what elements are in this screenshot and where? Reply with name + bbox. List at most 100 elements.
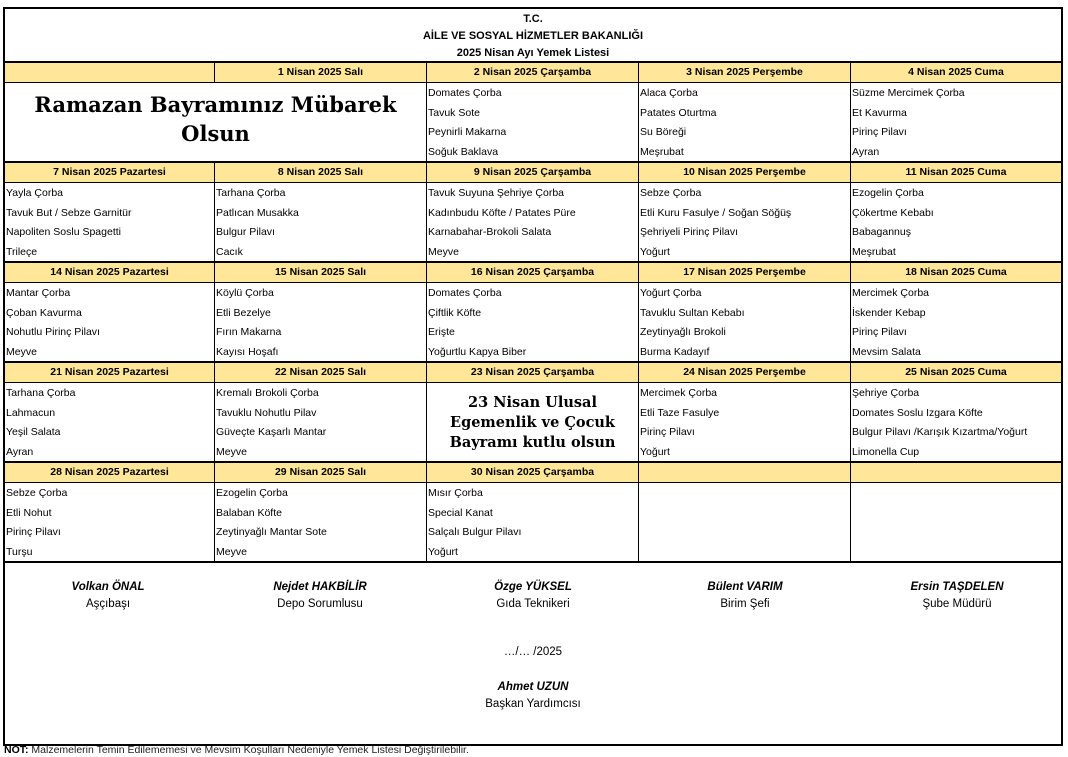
menu-sheet: T.C. AİLE VE SOSYAL HİZMETLER BAKANLIĞI … <box>3 7 1063 746</box>
day-menu: Tavuk Suyuna Şehriye Çorba Kadınbudu Köft… <box>427 183 639 262</box>
menu-item: Bulgur Pilavı <box>216 226 275 238</box>
menu-item: Balaban Köfte <box>216 506 282 519</box>
menu-item: Çiftlik Köfte <box>428 306 482 319</box>
menu-item: Domates Çorba <box>428 287 502 299</box>
menu-item: Tavuk Suyuna Şehriye Çorba <box>428 187 564 199</box>
header-line-3: 2025 Nisan Ayı Yemek Listesi <box>456 47 610 59</box>
day-header: 4 Nisan 2025 Cuma <box>908 66 1004 78</box>
menu-item: Turşu <box>6 545 33 558</box>
signatory-title: Şube Müdürü <box>922 598 992 610</box>
menu-item: Zeytinyağlı Mantar Sote <box>216 526 327 538</box>
menu-item: Napoliten Soslu Spagetti <box>6 226 121 238</box>
menu-item: Etli Taze Fasulye <box>640 406 720 419</box>
day-menu: Yoğurt Çorba Tavuklu Sultan Kebabı Zeytiny… <box>639 283 851 362</box>
menu-item: Mevsim Salata <box>852 345 921 358</box>
menu-item: Mercimek Çorba <box>640 387 718 399</box>
day-menu <box>851 483 1061 562</box>
menu-item: Alaca Çorba <box>640 87 698 99</box>
holiday-message: Ramazan Bayramınız Mübarek Olsun <box>5 83 427 162</box>
menu-item: Limonella Cup <box>852 445 920 458</box>
menu-item: Şehriye Çorba <box>852 387 920 399</box>
menu-item: Ezogelin Çorba <box>216 487 288 499</box>
day-header: 28 Nisan 2025 Pazartesi <box>5 463 215 482</box>
day-menu: Ezogelin Çorba Balaban Köfte Zeytinyağlı M… <box>215 483 427 562</box>
day-header: 10 Nisan 2025 Perşembe <box>639 163 851 182</box>
menu-item: Pirinç Pilavı <box>6 526 61 538</box>
day-header: 23 Nisan 2025 Çarşamba <box>427 363 639 382</box>
day-header: 14 Nisan 2025 Pazartesi <box>5 263 215 282</box>
menu-row: Sebze Çorba Etli Nohut Pirinç Pilavı Turşu E… <box>5 483 1061 562</box>
day-menu <box>639 483 851 562</box>
menu-item: Tavuk But / Sebze Garnitür <box>6 206 132 219</box>
menu-item: Pirinç Pilavı <box>640 426 695 438</box>
menu-item: Tavuklu Sultan Kebabı <box>640 306 745 319</box>
holiday-message: 23 Nisan Ulusal Egemenlik ve Çocuk Bayra… <box>427 383 639 462</box>
day-menu: Ezogelin Çorba Çökertme Kebabı Babagannuş M… <box>851 183 1061 262</box>
menu-item: Mantar Çorba <box>6 287 71 299</box>
menu-item: Ezogelin Çorba <box>852 187 924 199</box>
day-header: 24 Nisan 2025 Perşembe <box>639 363 851 382</box>
approver-title: Başkan Yardımcısı <box>485 698 581 710</box>
menu-row: Ramazan Bayramınız Mübarek Olsun Domates … <box>5 83 1061 162</box>
day-header: 22 Nisan 2025 Salı <box>215 363 427 382</box>
day-header: 16 Nisan 2025 Çarşamba <box>427 263 639 282</box>
menu-item: İskender Kebap <box>852 306 926 319</box>
day-header: 11 Nisan 2025 Cuma <box>905 166 1007 178</box>
menu-item: Köylü Çorba <box>216 287 274 299</box>
approver-name: Ahmet UZUN <box>497 681 569 693</box>
menu-item: Tarhana Çorba <box>6 387 76 399</box>
signatory-title: Depo Sorumlusu <box>277 598 363 610</box>
approver: Ahmet UZUN Başkan Yardımcısı <box>5 679 1061 713</box>
day-header <box>639 463 851 482</box>
day-header: 2 Nisan 2025 Çarşamba <box>427 63 639 82</box>
menu-item: Meşrubat <box>852 245 896 258</box>
day-header: 25 Nisan 2025 Cuma <box>905 366 1007 378</box>
signatory-title: Aşçıbaşı <box>85 598 131 610</box>
signatory-title: Birim Şefi <box>720 598 770 610</box>
menu-item: Yoğurt <box>640 245 670 258</box>
day-header-row: 21 Nisan 2025 Pazartesi 22 Nisan 2025 Sal… <box>5 363 1061 383</box>
menu-item: Kayısı Hoşafı <box>216 345 279 358</box>
day-header: 3 Nisan 2025 Perşembe <box>639 63 851 82</box>
menu-calendar: 1 Nisan 2025 Salı 2 Nisan 2025 Çarşamba 3 … <box>5 63 1061 563</box>
menu-item: Meyve <box>216 545 247 558</box>
menu-item: Domates Soslu Izgara Köfte <box>852 406 983 419</box>
day-header: 17 Nisan 2025 Perşembe <box>639 263 851 282</box>
day-menu: Mercimek Çorba İskender Kebap Pirinç Pilav… <box>851 283 1061 362</box>
menu-item: Meyve <box>428 245 459 258</box>
date-line: …/… /2025 <box>503 646 563 658</box>
day-menu: Tarhana Çorba Lahmacun Yeşil Salata Ayran <box>5 383 215 462</box>
menu-row: Yayla Çorba Tavuk But / Sebze Garnitür Nap… <box>5 183 1061 262</box>
signature: Volkan ÖNAL Aşçıbaşı <box>2 579 214 613</box>
menu-item: Nohutlu Pirinç Pilavı <box>6 326 100 338</box>
menu-item: Meyve <box>6 345 37 358</box>
signatory-name: Bülent VARIM <box>707 581 783 593</box>
menu-item: Yoğurt <box>428 545 458 558</box>
week-row: 7 Nisan 2025 Pazartesi 8 Nisan 2025 Salı 9… <box>5 163 1061 263</box>
footer-note: NOT: Malzemelerin Temin Edilememesi ve M… <box>4 744 469 756</box>
day-menu: Domates Çorba Çiftlik Köfte Erişte Yoğurtlu… <box>427 283 639 362</box>
signature-block: …/… /2025 Ahmet UZUN Başkan Yardımcısı V… <box>5 563 1061 748</box>
menu-item: Yoğurt <box>640 445 670 458</box>
menu-item: Bulgur Pilavı /Karışık Kızartma/Yoğurt <box>852 426 1028 438</box>
signatory-title: Gıda Teknikeri <box>496 598 570 610</box>
signature: Özge YÜKSEL Gıda Teknikeri <box>427 579 639 613</box>
menu-item: Sebze Çorba <box>640 187 702 199</box>
week-row: 1 Nisan 2025 Salı 2 Nisan 2025 Çarşamba 3 … <box>5 63 1061 163</box>
day-header: 30 Nisan 2025 Çarşamba <box>427 463 639 482</box>
menu-item: Şehriyeli Pirinç Pilavı <box>640 226 739 238</box>
menu-item: Zeytinyağlı Brokoli <box>640 326 726 338</box>
note-text: Malzemelerin Temin Edilememesi ve Mevsim… <box>28 744 469 756</box>
menu-item: Meyve <box>216 445 247 458</box>
day-header-row: 28 Nisan 2025 Pazartesi 29 Nisan 2025 Sal… <box>5 463 1061 483</box>
day-header-row: 1 Nisan 2025 Salı 2 Nisan 2025 Çarşamba 3 … <box>5 63 1061 83</box>
day-menu: Tarhana Çorba Patlıcan Musakka Bulgur Pila… <box>215 183 427 262</box>
day-menu: Köylü Çorba Etli Bezelye Fırın Makarna Kayı… <box>215 283 427 362</box>
signatory-name: Nejdet HAKBİLİR <box>273 581 367 593</box>
menu-item: Çökertme Kebabı <box>852 206 934 219</box>
menu-item: Pirinç Pilavı <box>852 326 907 338</box>
day-header-row: 7 Nisan 2025 Pazartesi 8 Nisan 2025 Salı 9… <box>5 163 1061 183</box>
menu-item: Sebze Çorba <box>6 487 68 499</box>
day-header: 8 Nisan 2025 Salı <box>215 163 427 182</box>
week-row: 14 Nisan 2025 Pazartesi 15 Nisan 2025 Sal… <box>5 263 1061 363</box>
